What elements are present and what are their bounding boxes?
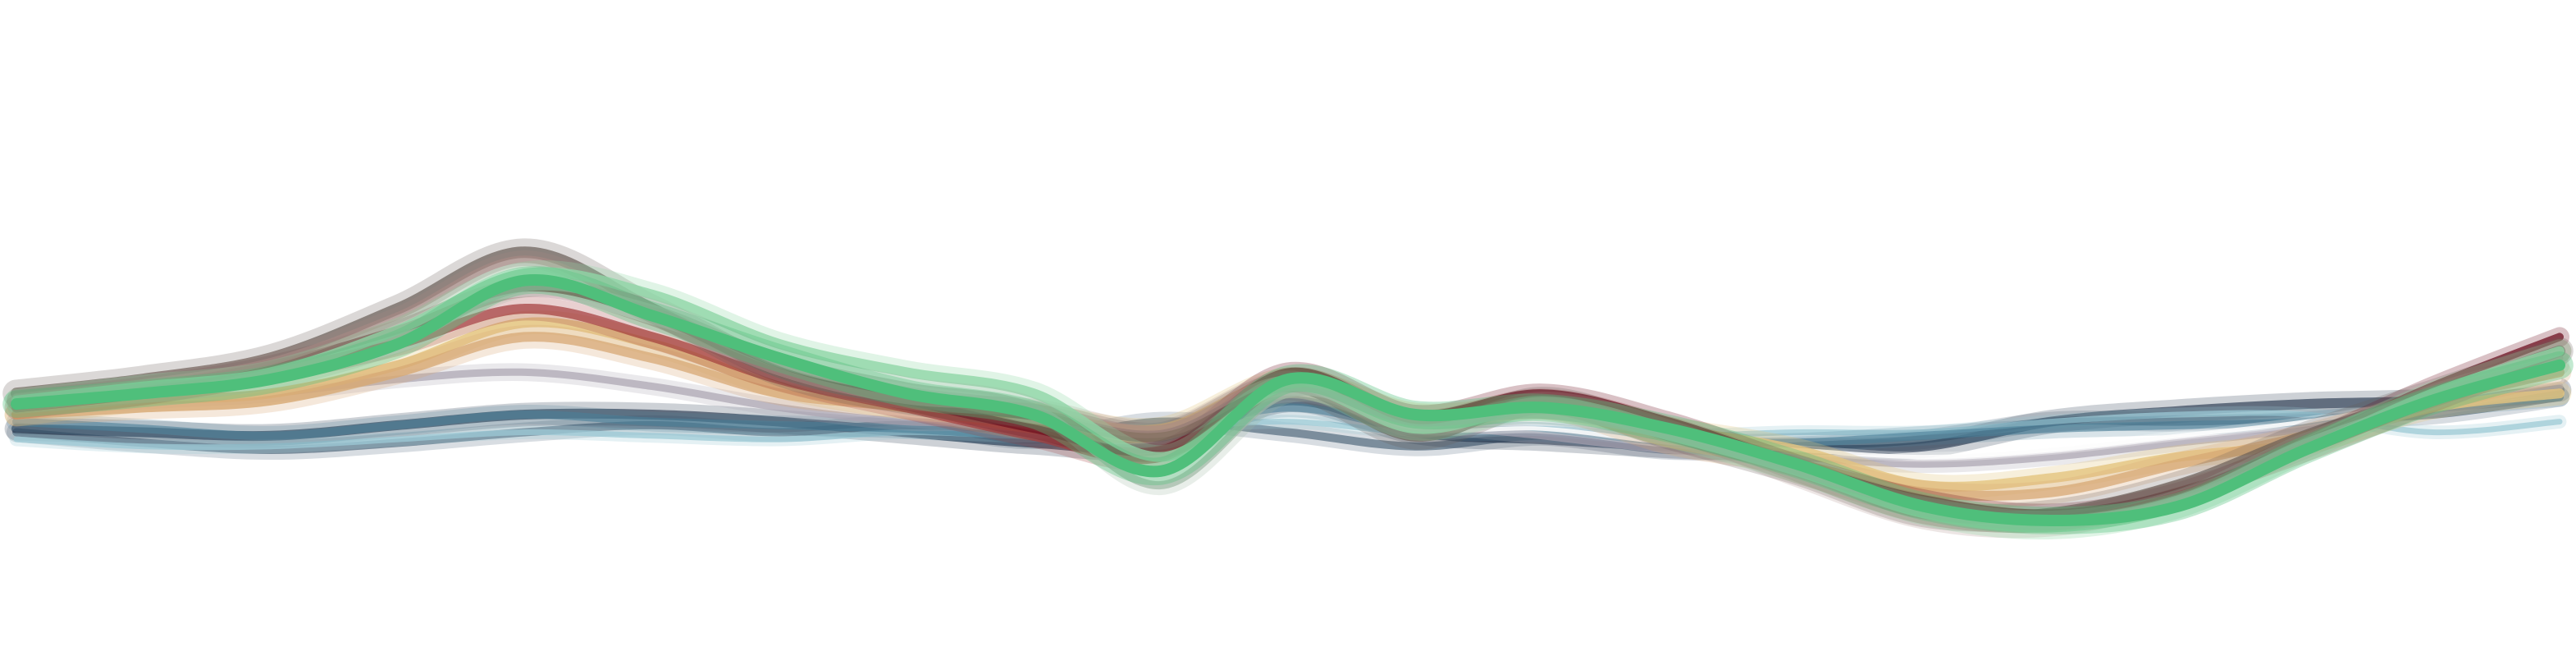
series-layer <box>2 238 2574 540</box>
series-line-2 <box>13 410 2563 451</box>
series-line-14 <box>11 273 2565 526</box>
series-line-0 <box>12 392 2564 455</box>
series-line-3 <box>12 392 2564 448</box>
